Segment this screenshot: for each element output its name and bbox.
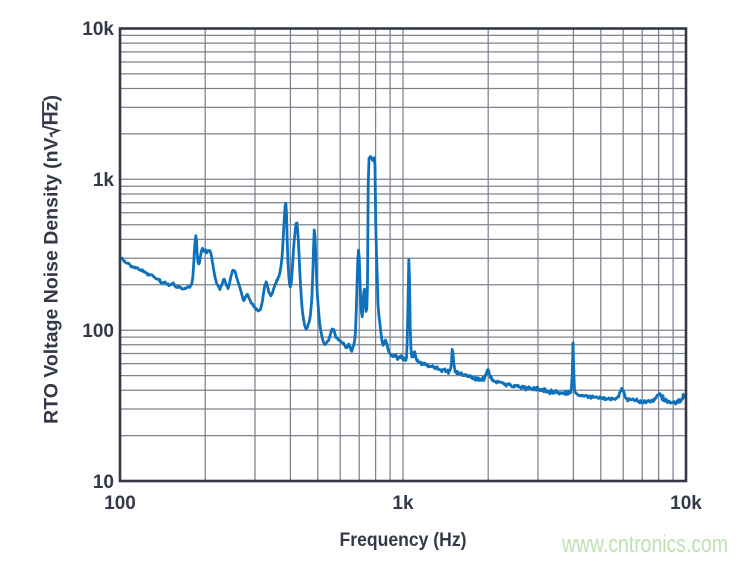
svg-text:RTO Voltage Noise Density (nV: RTO Voltage Noise Density (nV (41, 137, 63, 423)
svg-text:www.cntronics.com: www.cntronics.com (561, 531, 728, 558)
svg-text:10k: 10k (82, 19, 114, 40)
svg-text:10k: 10k (670, 493, 702, 514)
svg-text:Hz): Hz) (41, 95, 63, 125)
svg-text:100: 100 (82, 321, 114, 342)
svg-text:Frequency (Hz): Frequency (Hz) (340, 530, 467, 551)
svg-text:1k: 1k (392, 493, 414, 514)
svg-text:1k: 1k (93, 170, 115, 191)
svg-text:100: 100 (104, 493, 136, 514)
svg-text:10: 10 (93, 472, 114, 493)
